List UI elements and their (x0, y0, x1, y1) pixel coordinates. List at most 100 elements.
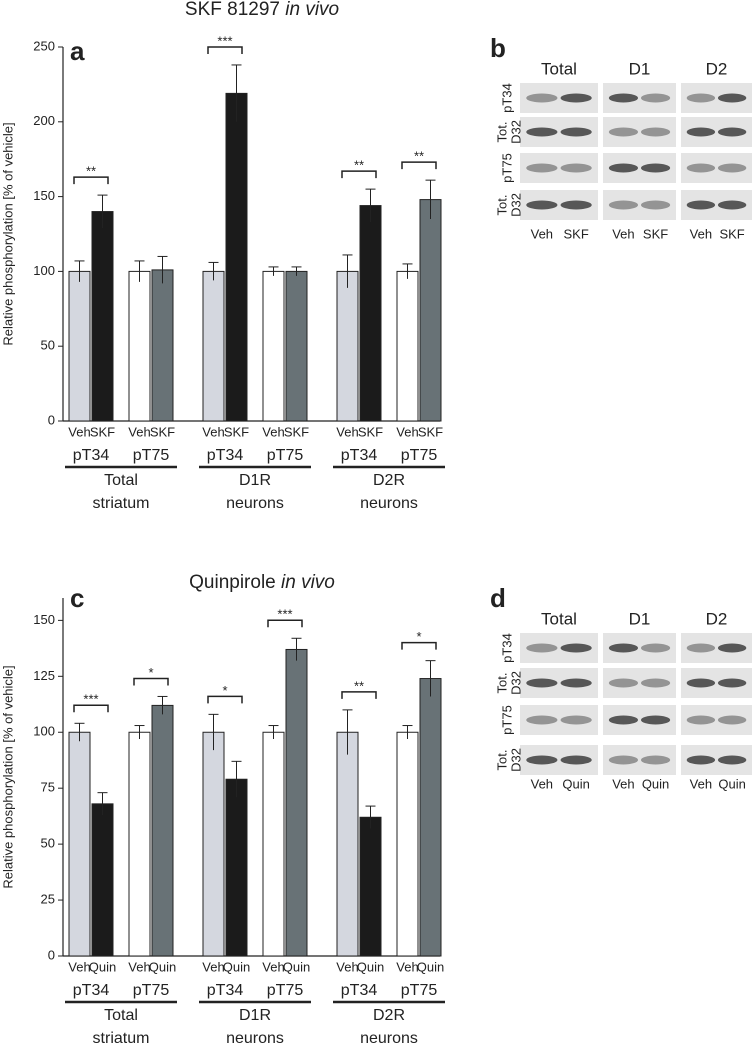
blot-band (686, 715, 716, 725)
significance-bracket (133, 677, 169, 686)
chart-title: Quinpirole in vivo (189, 572, 335, 593)
group-label: Total (104, 472, 138, 489)
blot-strip (681, 705, 752, 735)
blot-band (686, 163, 716, 173)
blot-band (686, 200, 716, 210)
x-tick-label: Veh (68, 424, 90, 439)
blot-lane-label: Veh (690, 226, 712, 241)
blot-band (640, 93, 671, 103)
blot-band (608, 200, 639, 210)
blot-column-label: D2 (706, 59, 728, 78)
blot-band (717, 163, 747, 173)
bar (68, 270, 91, 422)
significance-label: * (148, 665, 153, 680)
blot-lane-label: Veh (690, 776, 712, 791)
bar (285, 270, 308, 422)
blot-band (640, 678, 671, 688)
blot-band (686, 643, 716, 653)
blot-band (560, 93, 592, 103)
blot-column-label: Total (541, 609, 577, 628)
pair-label: pT34 (341, 982, 378, 999)
y-tick-label: 0 (48, 412, 55, 427)
pair-label: pT34 (341, 447, 378, 464)
y-tick-label: 150 (33, 612, 55, 627)
bar (359, 816, 382, 957)
blot-band (717, 127, 747, 137)
blot-row-label: D32 (508, 671, 523, 695)
bar (225, 92, 248, 422)
blot-band (686, 127, 716, 137)
group-label: neurons (360, 495, 418, 512)
x-tick-label: Quin (89, 959, 116, 974)
significance-bracket (341, 170, 377, 179)
blot-band (686, 93, 716, 103)
significance-label: *** (217, 33, 232, 48)
bar (419, 199, 442, 422)
bar (91, 211, 114, 422)
blot-lane-label: Quin (718, 776, 745, 791)
x-tick-label: Quin (223, 959, 250, 974)
blot-row-label: pT34 (499, 83, 514, 113)
y-tick-label: 200 (33, 113, 55, 128)
y-tick-label: 75 (41, 780, 55, 795)
pair-label: pT75 (267, 982, 304, 999)
panel-letter: c (70, 583, 84, 613)
blot-strip (603, 668, 676, 698)
x-tick-label: SKF (224, 424, 249, 439)
x-tick-label: SKF (90, 424, 115, 439)
y-tick-label: 100 (33, 263, 55, 278)
blot-lane-label: SKF (719, 226, 744, 241)
blot-band (526, 755, 558, 765)
blot-strip (520, 705, 598, 735)
y-tick-label: 0 (48, 947, 55, 962)
bar (359, 205, 382, 422)
significance-label: ** (354, 158, 364, 173)
bar (419, 678, 442, 957)
significance-bracket (207, 46, 243, 54)
significance-label: ** (86, 164, 96, 179)
x-tick-label: Quin (357, 959, 384, 974)
bar (151, 704, 174, 957)
x-tick-label: Veh (262, 959, 284, 974)
blot-lane-label: Quin (562, 776, 589, 791)
group-label: striatum (93, 1030, 150, 1047)
blot-row-label: D32 (508, 193, 523, 217)
significance-bracket (73, 176, 109, 185)
x-tick-label: Veh (68, 959, 90, 974)
blot-band (640, 643, 671, 653)
y-tick-label: 100 (33, 724, 55, 739)
blot-band (608, 163, 639, 173)
blot-band (526, 715, 558, 725)
pair-label: pT75 (267, 447, 304, 464)
blot-strip (603, 117, 676, 147)
x-tick-label: Veh (396, 424, 418, 439)
blot-band (608, 93, 639, 103)
significance-label: *** (83, 692, 98, 707)
blot-band (640, 715, 671, 725)
blot-band (717, 678, 747, 688)
x-tick-label: Veh (262, 424, 284, 439)
blot-lane-label: Veh (612, 776, 634, 791)
bar (128, 731, 151, 957)
blot-band (717, 755, 747, 765)
title-italic: in vivo (281, 572, 335, 593)
title-main: Quinpirole (189, 572, 276, 593)
blot-band (640, 163, 671, 173)
blot-band (560, 755, 592, 765)
bar (202, 731, 225, 957)
y-axis-label: Relative phosphorylation [% of vehicle] (0, 122, 15, 345)
y-axis-label: Relative phosphorylation [% of vehicle] (0, 665, 15, 888)
x-tick-label: Veh (202, 424, 224, 439)
blot-row-label: Tot. (494, 195, 509, 216)
significance-bracket (341, 691, 377, 699)
group-label: Total (104, 1007, 138, 1024)
significance-label: * (222, 683, 227, 698)
blot-strip (520, 153, 598, 183)
blot-row-label: pT75 (499, 153, 514, 183)
blot-band (686, 755, 716, 765)
blot-lane-label: Quin (642, 776, 669, 791)
y-tick-label: 50 (41, 836, 55, 851)
blot-band (560, 643, 592, 653)
blot-band (717, 200, 747, 210)
